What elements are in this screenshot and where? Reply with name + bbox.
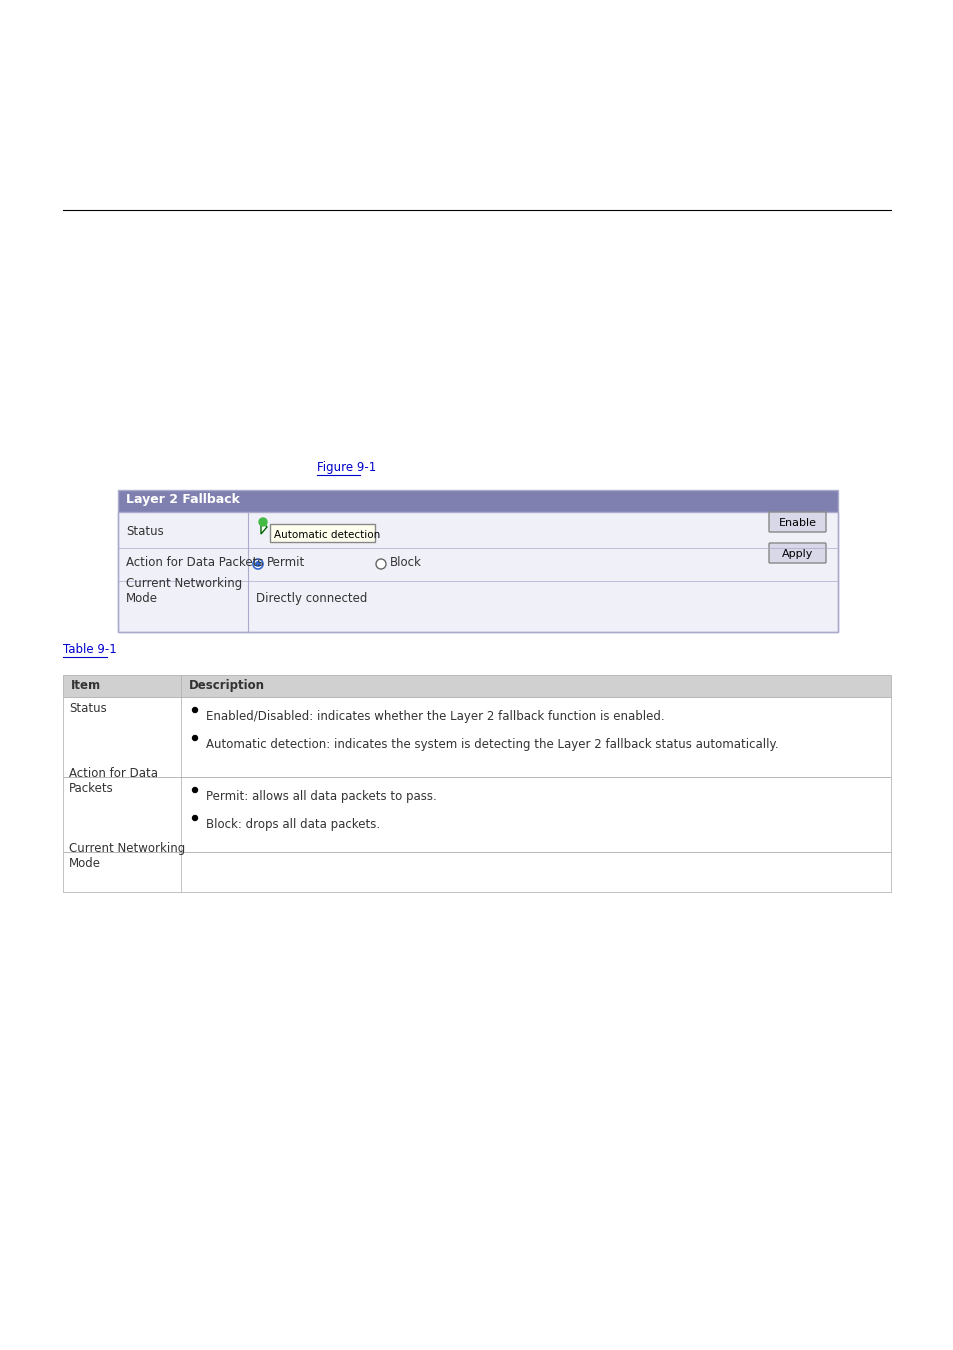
Text: Directly connected: Directly connected: [255, 593, 367, 605]
Circle shape: [258, 518, 267, 526]
FancyBboxPatch shape: [63, 697, 890, 778]
Text: Action for Data Packets: Action for Data Packets: [126, 556, 263, 568]
Text: Enabled/Disabled: indicates whether the Layer 2 fallback function is enabled.: Enabled/Disabled: indicates whether the …: [206, 710, 664, 724]
FancyBboxPatch shape: [63, 675, 890, 697]
FancyBboxPatch shape: [63, 778, 890, 852]
Circle shape: [254, 562, 261, 567]
FancyBboxPatch shape: [118, 490, 837, 512]
Text: Block: drops all data packets.: Block: drops all data packets.: [206, 818, 379, 832]
Circle shape: [193, 736, 197, 741]
Polygon shape: [261, 520, 267, 535]
Text: Block: Block: [390, 556, 421, 568]
Text: Status: Status: [69, 702, 107, 716]
Circle shape: [253, 559, 263, 568]
Text: Table 9-1: Table 9-1: [63, 643, 116, 656]
Circle shape: [193, 707, 197, 713]
Text: Description: Description: [189, 679, 265, 693]
Circle shape: [375, 559, 386, 568]
Text: Action for Data
Packets: Action for Data Packets: [69, 767, 158, 795]
Circle shape: [193, 787, 197, 792]
FancyBboxPatch shape: [768, 512, 825, 532]
Text: Enable: Enable: [778, 518, 816, 528]
Text: Automatic detection: Automatic detection: [274, 531, 380, 540]
FancyBboxPatch shape: [63, 852, 890, 892]
FancyBboxPatch shape: [270, 524, 375, 541]
Circle shape: [193, 815, 197, 821]
Text: Permit: allows all data packets to pass.: Permit: allows all data packets to pass.: [206, 790, 436, 803]
Text: Permit: Permit: [267, 556, 305, 568]
FancyBboxPatch shape: [118, 512, 837, 632]
Text: Current Networking
Mode: Current Networking Mode: [126, 576, 242, 605]
Text: Apply: Apply: [781, 549, 812, 559]
Text: Item: Item: [71, 679, 101, 693]
FancyBboxPatch shape: [768, 543, 825, 563]
Text: Status: Status: [126, 525, 164, 539]
Text: Figure 9-1: Figure 9-1: [316, 460, 375, 474]
Text: Layer 2 Fallback: Layer 2 Fallback: [126, 493, 239, 506]
Text: Current Networking
Mode: Current Networking Mode: [69, 842, 185, 869]
Text: Automatic detection: indicates the system is detecting the Layer 2 fallback stat: Automatic detection: indicates the syste…: [206, 738, 778, 751]
